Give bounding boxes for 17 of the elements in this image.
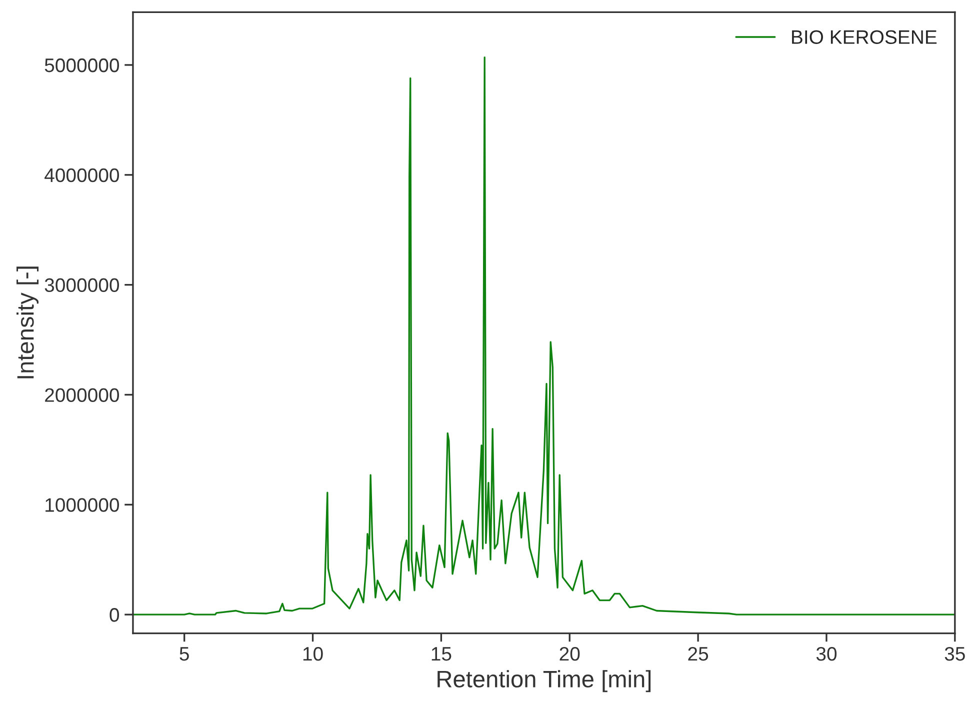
line-series [132,56,955,616]
x-tick-label: 30 [816,646,837,661]
x-tick-label: 20 [560,646,580,661]
x-tick-label: 35 [944,646,965,661]
y-tick-label: 4000000 [44,168,120,182]
x-tick-label: 25 [688,646,708,661]
y-axis-title: Intensity [-] [16,266,39,378]
y-tick-label: 3000000 [44,278,120,292]
x-tick-label: 15 [432,647,452,661]
x-tick-label: 10 [303,646,323,661]
x-tick-label: 5 [180,647,189,661]
x-axis-title: Retention Time [min] [438,670,651,692]
y-tick-label: 1000000 [46,498,120,512]
y-tick-label: 0 [110,608,120,622]
y-tick-label: 5000000 [44,58,120,72]
y-tick-label: 2000000 [45,388,120,402]
legend-label: BIO KEROSENE [792,30,937,44]
